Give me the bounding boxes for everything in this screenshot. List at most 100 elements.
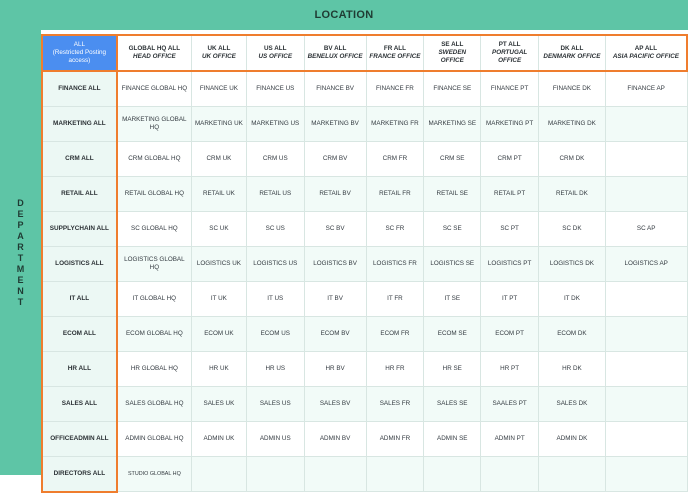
- permission-cell[interactable]: [604, 421, 688, 457]
- row-header[interactable]: SUPPLYCHAIN ALL: [41, 211, 118, 247]
- permission-cell[interactable]: MARKETING BV: [303, 106, 367, 142]
- permission-cell[interactable]: ECOM DK: [538, 316, 606, 352]
- permission-cell[interactable]: IT DK: [538, 281, 606, 317]
- permission-cell[interactable]: ADMIN GLOBAL HQ: [116, 421, 192, 457]
- permission-cell[interactable]: SC GLOBAL HQ: [116, 211, 192, 247]
- permission-cell[interactable]: [245, 456, 305, 492]
- permission-cell[interactable]: STUDIO GLOBAL HQ: [116, 456, 192, 492]
- column-header[interactable]: AP ALL ASIA PACIFIC OFFICE: [604, 34, 688, 72]
- permission-cell[interactable]: MARKETING GLOBAL HQ: [116, 106, 192, 142]
- permission-cell[interactable]: FINANCE BV: [303, 70, 367, 107]
- permission-cell[interactable]: CRM BV: [303, 141, 367, 177]
- permission-cell[interactable]: CRM DK: [538, 141, 606, 177]
- permission-cell[interactable]: [604, 386, 688, 422]
- permission-cell[interactable]: HR FR: [365, 351, 425, 387]
- permission-cell[interactable]: FINANCE DK: [538, 70, 606, 107]
- permission-cell[interactable]: [303, 456, 367, 492]
- column-header[interactable]: PT ALL PORTUGAL OFFICE: [480, 34, 540, 72]
- column-header[interactable]: UK ALL UK OFFICE: [190, 34, 247, 72]
- permission-cell[interactable]: MARKETING UK: [190, 106, 247, 142]
- permission-cell[interactable]: HR GLOBAL HQ: [116, 351, 192, 387]
- column-header[interactable]: FR ALL FRANCE OFFICE: [365, 34, 425, 72]
- permission-cell[interactable]: ADMIN SE: [423, 421, 482, 457]
- permission-cell[interactable]: CRM US: [245, 141, 305, 177]
- permission-cell[interactable]: LOGISTICS FR: [365, 246, 425, 282]
- permission-cell[interactable]: CRM SE: [423, 141, 482, 177]
- permission-cell[interactable]: SC US: [245, 211, 305, 247]
- permission-cell[interactable]: FINANCE UK: [190, 70, 247, 107]
- permission-cell[interactable]: LOGISTICS BV: [303, 246, 367, 282]
- permission-cell[interactable]: SC BV: [303, 211, 367, 247]
- permission-cell[interactable]: SALES DK: [538, 386, 606, 422]
- permission-cell[interactable]: ECOM BV: [303, 316, 367, 352]
- permission-cell[interactable]: RETAIL BV: [303, 176, 367, 212]
- permission-cell[interactable]: FINANCE FR: [365, 70, 425, 107]
- permission-cell[interactable]: MARKETING US: [245, 106, 305, 142]
- permission-cell[interactable]: LOGISTICS GLOBAL HQ: [116, 246, 192, 282]
- permission-cell[interactable]: IT PT: [480, 281, 540, 317]
- permission-cell[interactable]: RETAIL FR: [365, 176, 425, 212]
- permission-cell[interactable]: SC FR: [365, 211, 425, 247]
- permission-cell[interactable]: IT SE: [423, 281, 482, 317]
- column-header[interactable]: DK ALL DENMARK OFFICE: [538, 34, 606, 72]
- permission-cell[interactable]: RETAIL PT: [480, 176, 540, 212]
- permission-cell[interactable]: ECOM US: [245, 316, 305, 352]
- permission-cell[interactable]: ADMIN PT: [480, 421, 540, 457]
- permission-cell[interactable]: HR BV: [303, 351, 367, 387]
- row-header[interactable]: HR ALL: [41, 351, 118, 387]
- column-header[interactable]: SE ALL SWEDEN OFFICE: [423, 34, 482, 72]
- permission-cell[interactable]: [604, 281, 688, 317]
- permission-cell[interactable]: SC AP: [604, 211, 688, 247]
- permission-cell[interactable]: [423, 456, 482, 492]
- permission-cell[interactable]: SC PT: [480, 211, 540, 247]
- permission-cell[interactable]: ADMIN US: [245, 421, 305, 457]
- permission-cell[interactable]: LOGISTICS PT: [480, 246, 540, 282]
- permission-cell[interactable]: CRM GLOBAL HQ: [116, 141, 192, 177]
- row-header[interactable]: LOGISTICS ALL: [41, 246, 118, 282]
- permission-cell[interactable]: ECOM UK: [190, 316, 247, 352]
- permission-cell[interactable]: CRM UK: [190, 141, 247, 177]
- row-header[interactable]: OFFICEADMIN ALL: [41, 421, 118, 457]
- permission-cell[interactable]: CRM PT: [480, 141, 540, 177]
- row-header[interactable]: SALES ALL: [41, 386, 118, 422]
- permission-cell[interactable]: CRM FR: [365, 141, 425, 177]
- permission-cell[interactable]: ADMIN BV: [303, 421, 367, 457]
- permission-cell[interactable]: [604, 351, 688, 387]
- permission-cell[interactable]: ECOM PT: [480, 316, 540, 352]
- row-header[interactable]: CRM ALL: [41, 141, 118, 177]
- permission-cell[interactable]: MARKETING PT: [480, 106, 540, 142]
- permission-cell[interactable]: LOGISTICS SE: [423, 246, 482, 282]
- permission-cell[interactable]: FINANCE GLOBAL HQ: [116, 70, 192, 107]
- permission-cell[interactable]: LOGISTICS UK: [190, 246, 247, 282]
- permission-cell[interactable]: [365, 456, 425, 492]
- permission-cell[interactable]: SC DK: [538, 211, 606, 247]
- permission-cell[interactable]: LOGISTICS AP: [604, 246, 688, 282]
- permission-cell[interactable]: HR PT: [480, 351, 540, 387]
- permission-cell[interactable]: [604, 316, 688, 352]
- permission-cell[interactable]: HR DK: [538, 351, 606, 387]
- permission-cell[interactable]: HR SE: [423, 351, 482, 387]
- permission-cell[interactable]: LOGISTICS US: [245, 246, 305, 282]
- permission-cell[interactable]: LOGISTICS DK: [538, 246, 606, 282]
- permission-cell[interactable]: SALES UK: [190, 386, 247, 422]
- permission-cell[interactable]: ADMIN DK: [538, 421, 606, 457]
- permission-cell[interactable]: RETAIL DK: [538, 176, 606, 212]
- permission-cell[interactable]: [538, 456, 606, 492]
- permission-cell[interactable]: RETAIL UK: [190, 176, 247, 212]
- permission-cell[interactable]: RETAIL US: [245, 176, 305, 212]
- row-header[interactable]: ECOM ALL: [41, 316, 118, 352]
- permission-cell[interactable]: [480, 456, 540, 492]
- permission-cell[interactable]: SC SE: [423, 211, 482, 247]
- permission-cell[interactable]: IT GLOBAL HQ: [116, 281, 192, 317]
- row-header[interactable]: MARKETING ALL: [41, 106, 118, 142]
- permission-cell[interactable]: SALES US: [245, 386, 305, 422]
- permission-cell[interactable]: SAALES PT: [480, 386, 540, 422]
- permission-cell[interactable]: SALES BV: [303, 386, 367, 422]
- permission-cell[interactable]: [190, 456, 247, 492]
- permission-cell[interactable]: MARKETING SE: [423, 106, 482, 142]
- permission-cell[interactable]: FINANCE US: [245, 70, 305, 107]
- permission-cell[interactable]: [604, 106, 688, 142]
- permission-cell[interactable]: IT BV: [303, 281, 367, 317]
- column-header[interactable]: GLOBAL HQ ALL HEAD OFFICE: [116, 34, 192, 72]
- permission-cell[interactable]: ECOM FR: [365, 316, 425, 352]
